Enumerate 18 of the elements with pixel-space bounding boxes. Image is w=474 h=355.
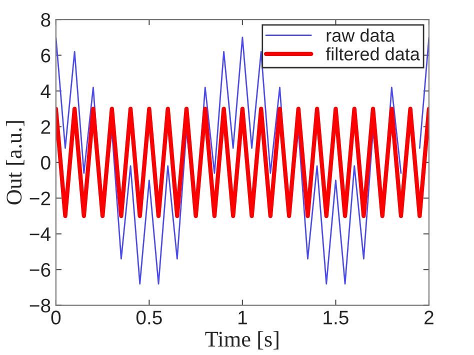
legend-label: raw data bbox=[326, 28, 395, 42]
y-tick-label: 6 bbox=[41, 48, 50, 62]
x-tick-label: 1 bbox=[238, 310, 247, 324]
legend-label: filtered data bbox=[326, 47, 420, 60]
y-tick-label: −8 bbox=[30, 298, 50, 313]
y-tick-label: 8 bbox=[41, 12, 50, 27]
x-tick-label: 1.5 bbox=[324, 310, 348, 324]
x-axis-title: Time [s] bbox=[205, 331, 278, 350]
y-tick-label: −2 bbox=[30, 192, 50, 206]
x-tick-label: 0.5 bbox=[136, 310, 162, 324]
y-axis-title: Out [a.u.] bbox=[6, 121, 24, 204]
y-tick-label: 4 bbox=[40, 84, 51, 98]
y-tick-label: −6 bbox=[30, 263, 50, 277]
x-tick-label: 2 bbox=[424, 310, 434, 324]
x-tick-label: 0 bbox=[51, 310, 61, 324]
y-tick-label: 0 bbox=[41, 156, 50, 170]
y-tick-label: −4 bbox=[30, 228, 50, 241]
y-tick-label: 2 bbox=[41, 120, 50, 134]
